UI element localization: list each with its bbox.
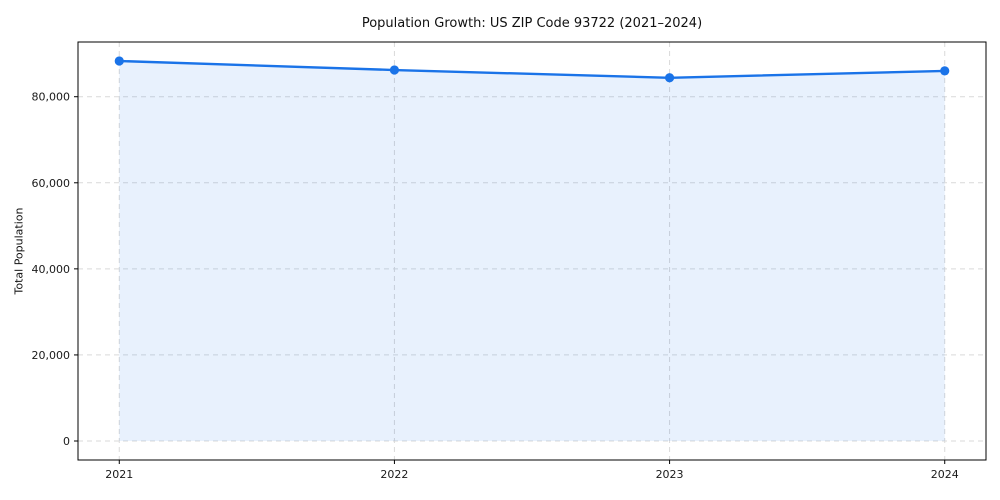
data-point-2021 <box>114 56 124 66</box>
x-tick-label: 2021 <box>105 468 133 481</box>
y-tick-label: 20,000 <box>32 349 71 362</box>
y-tick-label: 60,000 <box>32 177 71 190</box>
y-tick-label: 40,000 <box>32 263 71 276</box>
area-fill <box>119 61 945 441</box>
y-tick-label: 0 <box>63 435 70 448</box>
x-tick-label: 2022 <box>380 468 408 481</box>
data-point-2024 <box>940 66 950 76</box>
chart-title: Population Growth: US ZIP Code 93722 (20… <box>361 16 703 31</box>
data-point-2022 <box>389 65 400 75</box>
y-axis-title: Total Population <box>12 207 26 295</box>
y-tick-label: 80,000 <box>32 91 71 104</box>
trend-line <box>118 59 946 79</box>
x-tick-label: 2024 <box>931 468 959 481</box>
x-tick-label: 2023 <box>656 468 684 481</box>
plot-border <box>77 41 987 461</box>
data-point-2023 <box>664 73 675 83</box>
